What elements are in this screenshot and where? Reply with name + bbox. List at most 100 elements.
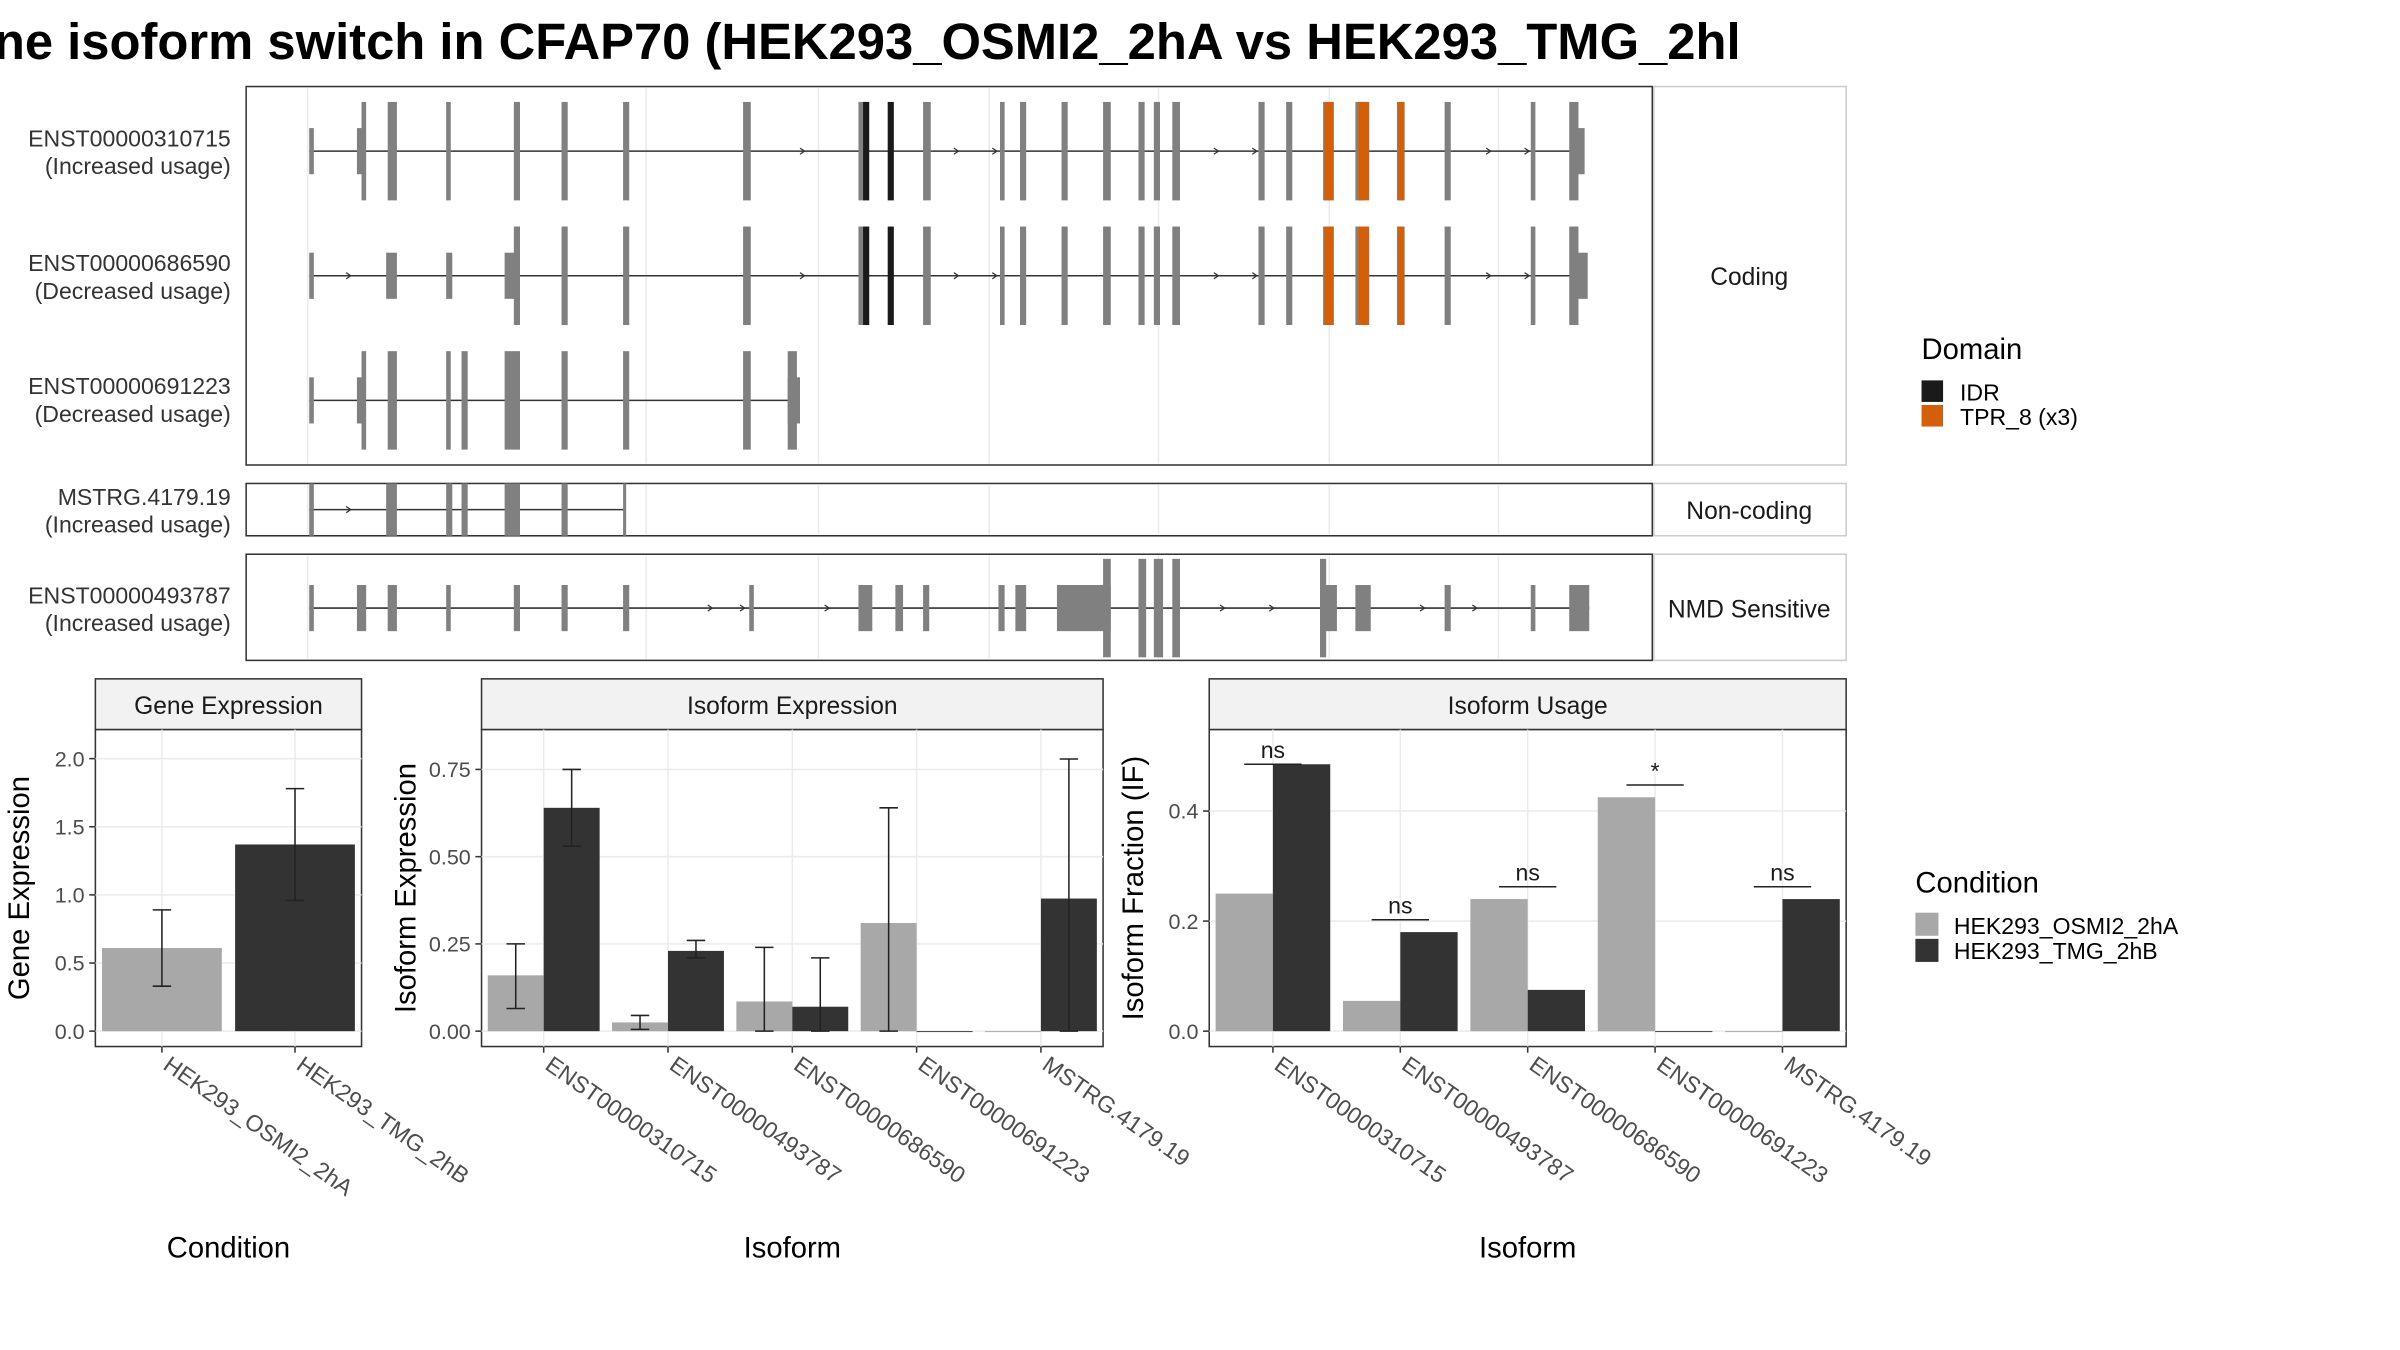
exon <box>309 128 314 175</box>
exon <box>1569 585 1590 632</box>
exon <box>1323 585 1337 632</box>
domain-block <box>863 101 870 201</box>
significance-label: ns <box>1261 737 1285 763</box>
strand-arrow <box>799 147 806 155</box>
bar <box>1272 764 1331 1032</box>
chart-title: Isoform Usage <box>1448 693 1608 720</box>
bar <box>1655 1031 1713 1033</box>
legend-label-cond-a: HEK293_OSMI2_2hA <box>1954 913 2179 939</box>
domain-block <box>1358 226 1370 325</box>
exon <box>1056 585 1111 632</box>
bar <box>1725 1031 1783 1033</box>
strand-arrow <box>1219 604 1226 612</box>
exon <box>504 351 520 450</box>
y-tick-label: 0.0 <box>1169 1020 1199 1044</box>
significance-label: ns <box>1516 860 1540 886</box>
y-tick-label: 1.0 <box>55 884 85 908</box>
exon <box>1020 226 1027 325</box>
exon <box>1575 252 1588 299</box>
exon <box>1015 585 1027 632</box>
strand-arrow <box>824 604 831 612</box>
exon <box>1138 101 1145 201</box>
exon <box>923 585 930 632</box>
significance-label: * <box>1651 758 1660 784</box>
exon <box>504 483 520 536</box>
exon <box>356 585 367 632</box>
exon <box>356 377 364 424</box>
strand-arrow <box>953 147 960 155</box>
exon <box>1530 585 1536 632</box>
exon <box>1103 558 1111 658</box>
exon <box>561 351 568 450</box>
exon <box>623 351 630 450</box>
bar <box>1782 899 1840 1032</box>
exon <box>1530 101 1536 201</box>
bar-charts: Gene Expression0.00.51.01.52.0HEK293_OSM… <box>4 678 1936 1264</box>
exon <box>461 483 468 536</box>
legend-label-cond-b: HEK293_TMG_2hB <box>1954 938 2158 964</box>
strand-arrow <box>1213 272 1220 280</box>
bar <box>1597 797 1656 1032</box>
exon <box>895 585 904 632</box>
strip <box>1208 678 1847 731</box>
y-tick-label: 0.0 <box>55 1020 85 1044</box>
strand-arrow <box>1251 147 1259 155</box>
bar <box>916 1031 973 1033</box>
strand-arrow <box>1251 272 1259 280</box>
strand-arrow <box>1485 272 1492 280</box>
exon <box>1569 226 1579 325</box>
exon <box>309 377 314 424</box>
exon <box>361 101 367 201</box>
domain-block <box>1398 101 1405 201</box>
chart-1: Isoform Expression0.000.250.500.75ENST00… <box>390 678 1195 1264</box>
legend-label-idr: IDR <box>1960 379 2000 405</box>
legend-label-tpr: TPR_8 (x3) <box>1960 404 2078 430</box>
exon <box>1530 226 1536 325</box>
strand-arrow <box>1471 604 1479 612</box>
exon <box>446 101 451 201</box>
exon <box>561 101 568 201</box>
exon <box>361 351 367 450</box>
exon <box>561 585 568 632</box>
exon <box>446 252 453 299</box>
transcript-usage: (Decreased usage) <box>35 278 231 304</box>
domain-legend-title: Domain <box>1922 334 2023 366</box>
transcript-usage: (Increased usage) <box>45 512 231 538</box>
exon <box>1153 558 1164 658</box>
group-label-noncoding: Non-coding <box>1686 498 1812 525</box>
bar <box>668 950 724 1032</box>
strand-arrow <box>991 272 999 280</box>
exon <box>446 351 451 450</box>
bar <box>1342 1000 1401 1032</box>
significance-label: ns <box>1388 893 1412 919</box>
strand-arrow <box>345 506 352 514</box>
exon <box>1153 226 1160 325</box>
exon <box>1258 226 1265 325</box>
nmd-strip <box>1653 553 1847 662</box>
exon <box>1444 226 1451 325</box>
transcript-structure <box>309 351 800 450</box>
chart-title: Gene Expression <box>134 693 323 720</box>
y-axis-title: Isoform Expression <box>390 763 422 1013</box>
transcript-id: ENST00000691223 <box>28 373 231 399</box>
exon <box>513 226 520 325</box>
exon <box>1103 101 1111 201</box>
strand-arrow <box>991 147 999 155</box>
exon <box>1575 128 1585 175</box>
exon <box>1258 101 1265 201</box>
exon <box>513 101 520 201</box>
exon <box>561 483 568 536</box>
transcript-structures <box>309 101 1590 658</box>
y-tick-label: 0.75 <box>429 758 471 782</box>
exon <box>446 483 453 536</box>
y-tick-label: 0.5 <box>55 952 85 976</box>
exon <box>923 101 931 201</box>
group-label-coding: Coding <box>1710 264 1788 291</box>
domain-block <box>887 226 894 325</box>
transcript-id: ENST00000493787 <box>28 582 231 608</box>
transcript-id: MSTRG.4179.19 <box>58 484 231 510</box>
exon <box>461 351 468 450</box>
chart-2: Isoform Usage0.00.20.4ENST00000310715ENS… <box>1118 678 1936 1264</box>
legend-key-cond-a <box>1915 912 1939 936</box>
exon <box>1286 101 1293 201</box>
